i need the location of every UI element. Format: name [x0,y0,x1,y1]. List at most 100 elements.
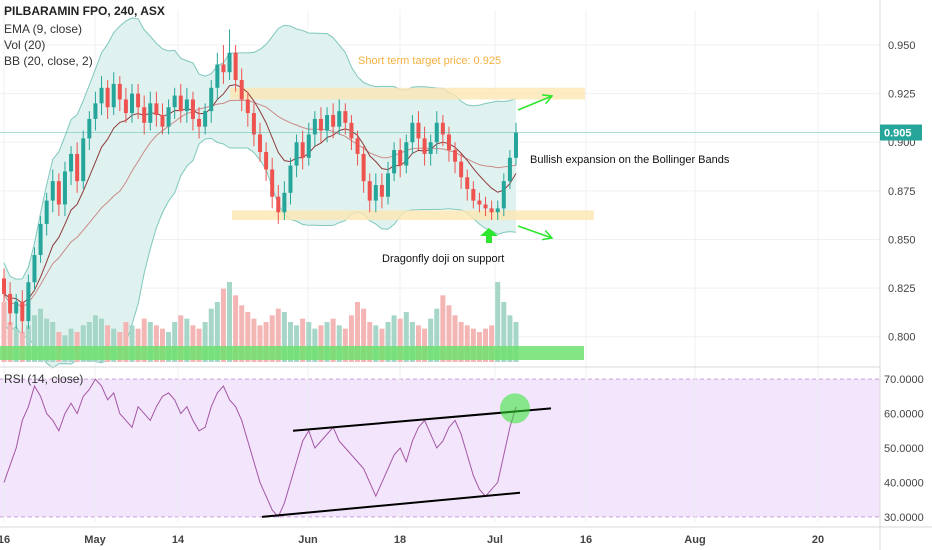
x-tick-label: May [84,534,106,546]
candle-body [32,255,37,283]
volume-bar [507,315,513,362]
candle-body [440,122,445,135]
volume-bar [428,318,434,362]
volume-bar [312,328,318,362]
candle-body [416,122,421,139]
rsi-band [0,379,880,517]
volume-bar [13,328,19,362]
volume-bar [68,328,74,362]
candle-body [398,150,403,166]
candle-body [489,208,494,213]
candle-body [123,99,128,114]
candle-body [453,150,458,162]
candle-body [373,185,378,201]
candle-body [379,185,384,197]
volume-bar [80,325,86,362]
chart-title: PILBARAMIN FPO, 240, ASX [4,4,165,18]
candle-body [300,142,305,158]
rsi-highlight-circle [500,393,530,424]
volume-bar [153,325,159,362]
candle-body [514,132,518,158]
price-tick-label: 0.875 [888,186,916,198]
candle-body [264,151,269,170]
volume-bar [330,318,336,362]
bollinger-upper [3,17,517,280]
volume-bar [99,318,105,362]
candle-body [166,107,171,127]
candle-body [288,165,293,193]
rsi-tick-label: 50.0000 [884,443,924,455]
volume-bar [275,308,281,362]
volume-bar [452,315,458,362]
price-tick-label: 0.950 [888,40,916,52]
x-tick-label: 14 [172,534,185,546]
volume-bar [287,322,293,362]
volume-bar [7,322,13,362]
volume-bar [159,328,165,362]
candle-body [239,80,244,100]
candle-body [306,134,311,158]
volume-bar [385,322,391,362]
volume-bar [129,325,135,362]
volume-bar [123,322,129,362]
candle-body [270,169,275,197]
volume-bar [38,308,44,362]
volume-bar [44,318,50,362]
volume-bar [1,302,7,362]
candle-body [258,134,262,152]
candle-body [2,278,6,294]
candle-body [215,64,220,88]
candle-body [203,111,208,127]
candle-body [392,150,397,174]
volume-bar [470,328,476,362]
volume-bar [361,308,367,362]
volume-bar [495,282,501,362]
candle-body [160,115,165,127]
volume-bar [245,312,251,362]
x-tick-label: 20 [812,534,824,546]
volume-bar [422,328,428,362]
volume-bar [391,315,397,362]
target-zone [230,87,585,100]
volume-bar [239,305,245,362]
candle-body [331,115,336,127]
volume-bar [336,325,342,362]
volume-bar [257,325,263,362]
candle-body [8,293,13,314]
candle-body [422,138,427,154]
candle-body [172,95,177,108]
volume-bar [269,315,275,362]
down-arrow-head [542,230,554,241]
volume-bar [105,325,111,362]
volume-bar [464,325,470,362]
last-price-label: 0.905 [884,128,912,140]
doji-annotation: Dragonfly doji on support [382,253,504,265]
candle-body [209,87,214,112]
candle-body [501,181,506,209]
candle-body [276,196,281,213]
candle-body [294,142,299,166]
volume-bar [263,322,269,362]
rsi-channel-lower [261,491,521,518]
candle-body [81,138,86,182]
volume-bar [513,322,519,362]
rsi-tick-label: 40.0000 [884,477,924,489]
volume-bar [281,312,287,362]
candle-body [282,192,287,213]
candle-body [69,153,74,172]
volume-bar [318,325,324,362]
volume-bar [501,302,507,362]
volume-bar [92,315,98,362]
rsi-tick-label: 70.0000 [884,374,924,386]
candle-body [245,99,250,114]
volume-bar [196,328,202,362]
rsi-tick-label: 60.0000 [884,409,924,421]
volume-bar [403,312,409,362]
indicator-vol: Vol (20) [4,38,46,52]
volume-bar [355,302,361,362]
candle-body [361,153,366,182]
candle-body [477,200,482,205]
candle-body [221,64,226,73]
x-tick-label: 16 [0,534,10,546]
